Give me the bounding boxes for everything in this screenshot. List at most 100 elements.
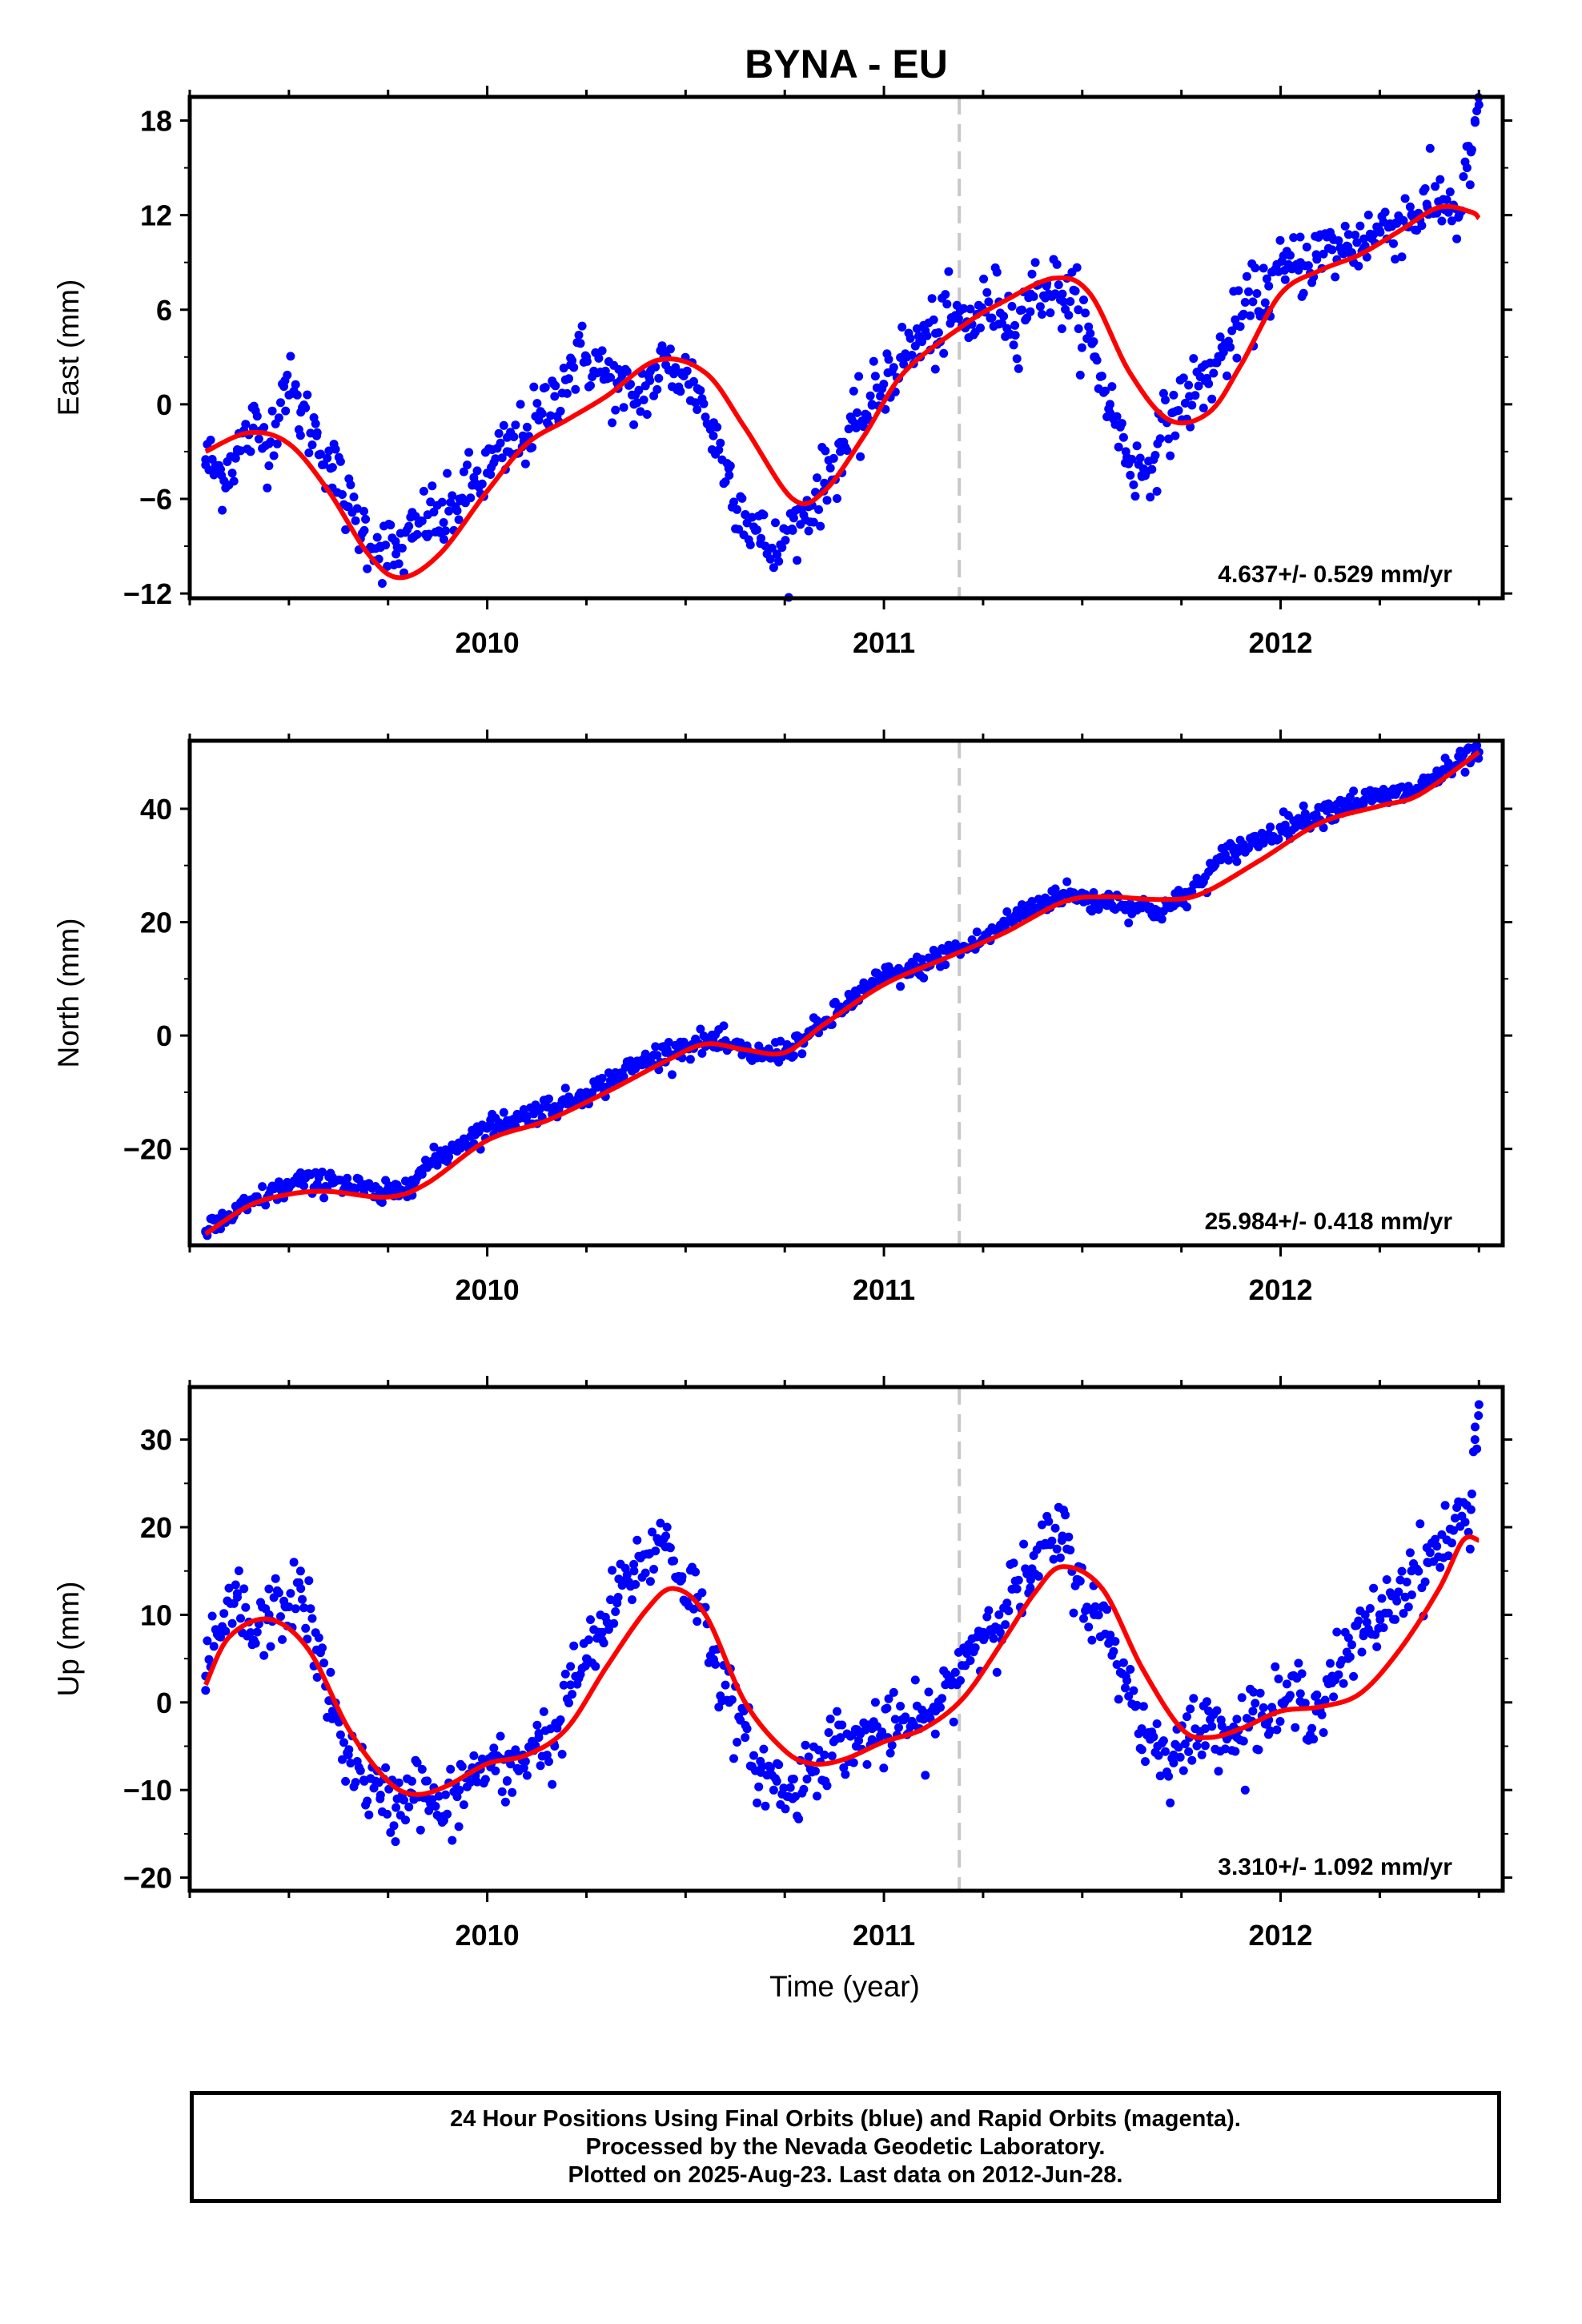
- y-tick-label: −10: [123, 1774, 172, 1807]
- data-point: [781, 536, 790, 545]
- data-point: [448, 1835, 457, 1845]
- data-point: [1294, 265, 1303, 275]
- data-point: [924, 1687, 934, 1697]
- data-point: [813, 473, 821, 483]
- data-point: [520, 459, 530, 468]
- data-point: [1042, 1540, 1051, 1550]
- data-point: [634, 385, 644, 395]
- data-point: [582, 1088, 591, 1097]
- data-point: [454, 515, 464, 525]
- data-point: [1240, 1785, 1250, 1795]
- data-point: [1118, 432, 1128, 442]
- data-point: [548, 1779, 557, 1789]
- data-point: [448, 491, 457, 501]
- data-point: [816, 521, 825, 531]
- data-point: [1400, 1592, 1410, 1602]
- data-point: [327, 463, 337, 472]
- data-point: [1355, 221, 1365, 231]
- data-point: [1121, 1671, 1130, 1681]
- data-point: [1109, 1647, 1118, 1656]
- data-point: [737, 493, 747, 503]
- data-point: [789, 1775, 798, 1783]
- data-point: [586, 381, 595, 390]
- data-point: [1030, 258, 1040, 267]
- data-point: [1112, 412, 1122, 421]
- data-point: [264, 439, 274, 448]
- data-point: [1472, 741, 1482, 750]
- data-point: [264, 461, 274, 471]
- data-point: [261, 1200, 271, 1210]
- data-point: [1014, 1575, 1023, 1585]
- data-point: [289, 1558, 299, 1567]
- data-point: [1174, 886, 1183, 895]
- data-point: [907, 351, 917, 360]
- data-point: [749, 1751, 758, 1760]
- data-point: [1391, 1593, 1400, 1602]
- data-point: [944, 267, 954, 276]
- data-point: [566, 360, 576, 370]
- data-point: [266, 1642, 275, 1651]
- data-point: [496, 438, 505, 448]
- data-point: [917, 955, 927, 964]
- data-point: [697, 1048, 707, 1058]
- data-point: [606, 1595, 615, 1605]
- data-point: [1153, 1742, 1162, 1751]
- data-point: [280, 1602, 290, 1610]
- data-point: [434, 1791, 444, 1801]
- data-point: [1391, 1614, 1400, 1624]
- data-point: [584, 1635, 593, 1645]
- data-point: [995, 1627, 1005, 1637]
- data-point: [1299, 288, 1308, 298]
- data-point: [326, 1667, 335, 1677]
- caption-line-1: 24 Hour Positions Using Final Orbits (bl…: [450, 2105, 1241, 2132]
- data-point: [941, 290, 950, 300]
- data-point: [1369, 1583, 1379, 1593]
- data-point: [668, 1070, 677, 1080]
- data-point: [689, 376, 698, 386]
- data-point: [1084, 322, 1094, 332]
- data-point: [785, 1783, 795, 1792]
- data-point: [1420, 1577, 1430, 1586]
- data-point: [304, 448, 314, 457]
- data-point: [774, 557, 784, 566]
- data-point: [263, 483, 272, 493]
- data-point: [551, 381, 560, 391]
- data-point: [1240, 298, 1250, 307]
- data-point: [882, 1703, 892, 1713]
- data-point: [716, 438, 725, 448]
- data-point: [1149, 1732, 1158, 1742]
- data-point: [522, 1771, 532, 1780]
- data-point: [534, 416, 544, 425]
- data-point: [946, 313, 956, 323]
- data-point: [444, 506, 454, 516]
- north-panel: −20 0 20 40 2010 2011 2012 North (mm) 25.984+/- …: [52, 730, 1512, 1306]
- y-tick-label: −20: [123, 1862, 172, 1895]
- data-point: [363, 564, 372, 573]
- data-point: [389, 1821, 399, 1831]
- data-point: [274, 1177, 283, 1187]
- data-point: [1061, 1510, 1070, 1520]
- data-point: [343, 502, 353, 512]
- data-point: [1114, 1695, 1123, 1704]
- data-point: [540, 383, 550, 392]
- data-point: [502, 447, 512, 456]
- data-point: [794, 1814, 804, 1823]
- data-point: [276, 398, 285, 408]
- model-curve: [204, 750, 1481, 1236]
- data-point: [463, 460, 472, 470]
- data-point: [745, 540, 755, 549]
- data-point: [1383, 1608, 1393, 1618]
- data-point: [1026, 1575, 1035, 1585]
- data-point: [1260, 298, 1270, 308]
- data-point: [518, 1113, 528, 1123]
- data-point: [606, 372, 615, 382]
- data-point: [1216, 1715, 1226, 1725]
- data-point: [1129, 1686, 1138, 1695]
- data-point: [1106, 1636, 1114, 1646]
- data-point: [1272, 1725, 1282, 1735]
- plot-frame: [187, 738, 1505, 1248]
- caption-line-2: Processed by the Nevada Geodetic Laborat…: [585, 2133, 1106, 2160]
- data-point: [629, 400, 639, 409]
- data-point: [1052, 1544, 1062, 1554]
- data-point: [982, 287, 992, 297]
